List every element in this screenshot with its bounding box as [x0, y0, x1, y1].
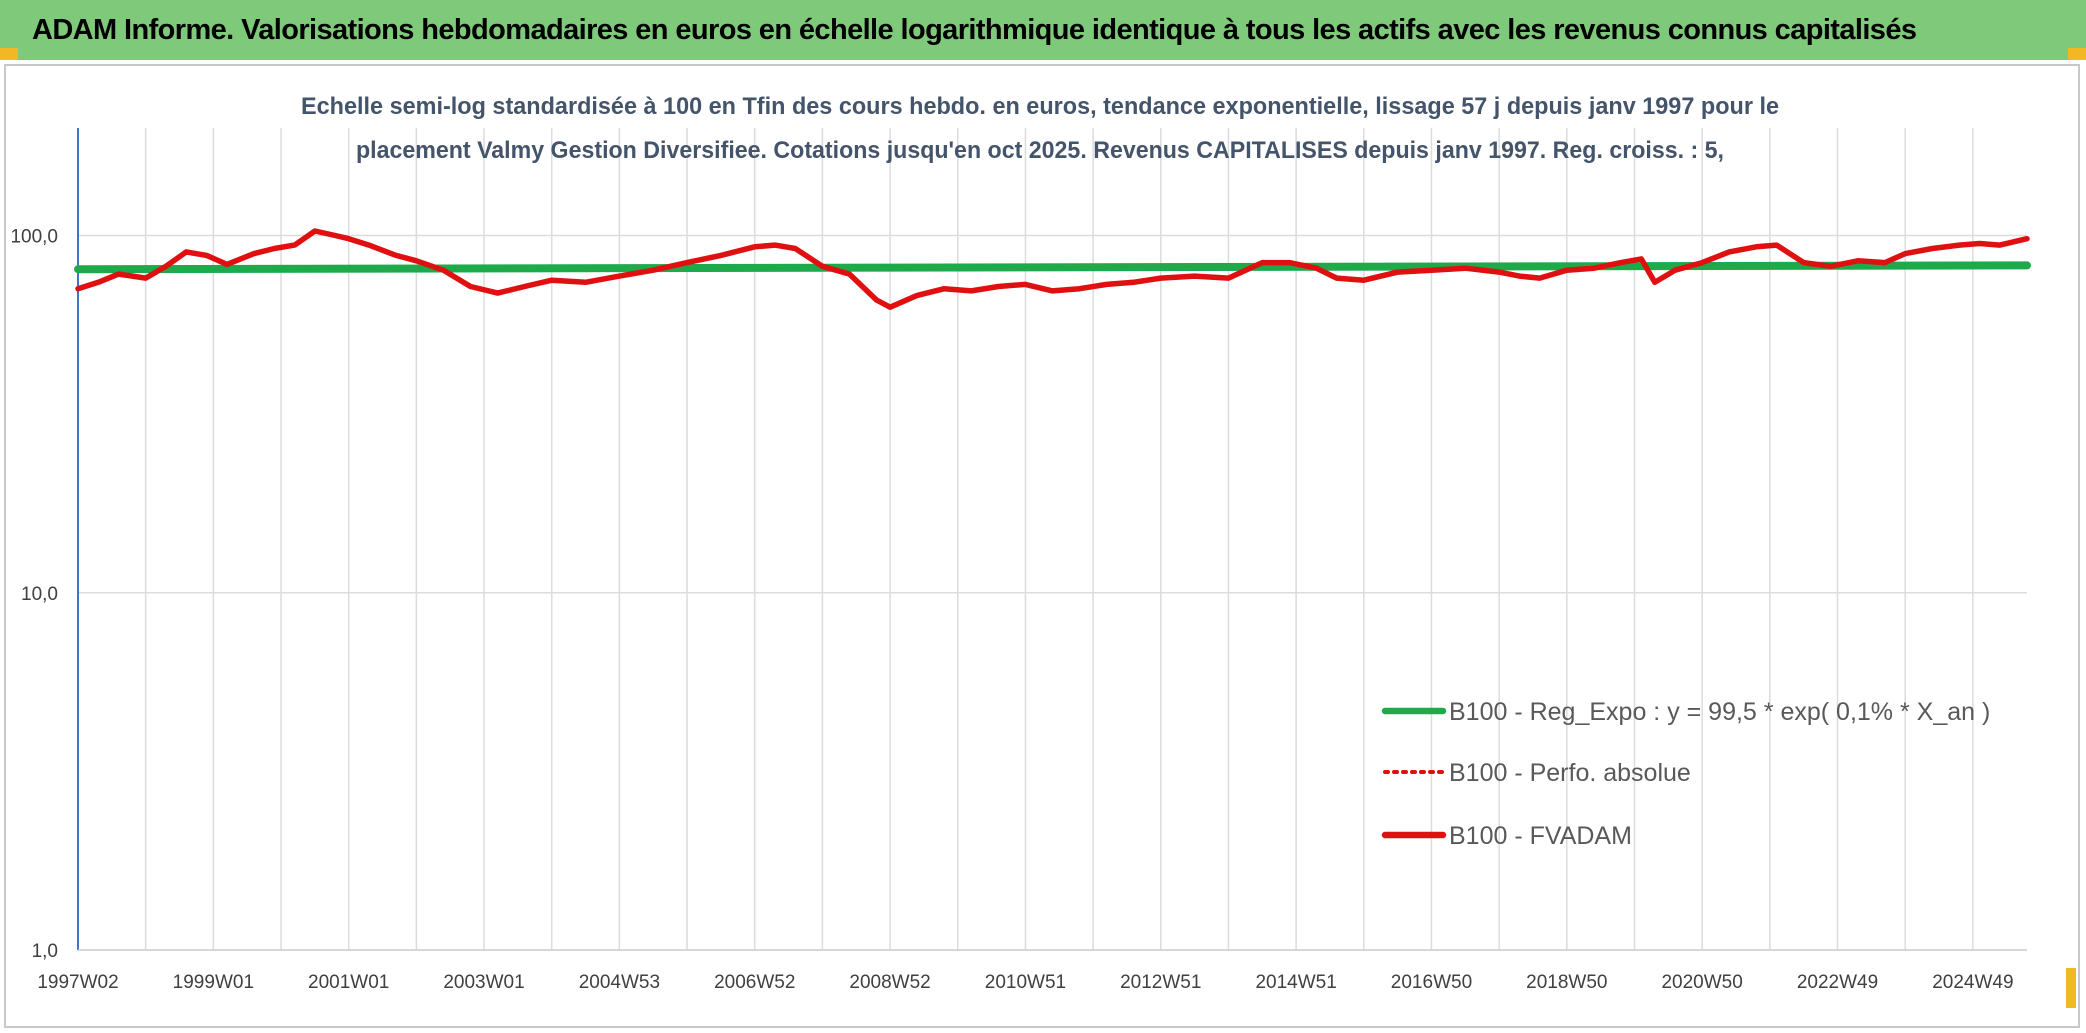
- legend-label: B100 - Perfo. absolue: [1449, 759, 1691, 787]
- series-line-3: [75, 228, 2030, 310]
- legend-label: B100 - FVADAM: [1449, 822, 1632, 850]
- banner-title: ADAM Informe. Valorisations hebdomadaire…: [32, 13, 1917, 46]
- tick-labels: 1,0 10,0 100,0 1997W02 1999W01 2001W01 2003W01…: [10, 227, 2013, 993]
- legend-label: B100 - Reg_Expo : y = 99,5 * exp( 0,1% *…: [1449, 698, 1990, 726]
- y-tick-label: 100,0: [10, 227, 58, 248]
- x-tick-label: 2012W51: [1120, 972, 1201, 993]
- x-tick-label: 2024W49: [1932, 972, 2013, 993]
- y-tick-label: 10,0: [21, 584, 58, 605]
- x-tick-label: 2001W01: [308, 972, 389, 993]
- x-tick-label: 2003W01: [443, 972, 524, 993]
- legend: B100 - Reg_Expo : y = 99,5 * exp( 0,1% *…: [1381, 698, 1990, 850]
- x-tick-label: 2022W49: [1797, 972, 1878, 993]
- x-tick-label: 2016W50: [1391, 972, 1472, 993]
- x-tick-label: 2010W51: [985, 972, 1066, 993]
- axes: [77, 128, 2027, 951]
- x-tick-label: 1999W01: [173, 972, 254, 993]
- x-tick-label: 2014W51: [1255, 972, 1336, 993]
- chart-title-line: placement Valmy Gestion Diversifiee. Cot…: [356, 137, 1724, 164]
- corner-marker-bottom-right: [2066, 968, 2076, 1008]
- series-layer: [74, 228, 2031, 310]
- x-tick-label: 2006W52: [714, 972, 795, 993]
- corner-marker-left: [0, 48, 18, 60]
- x-tick-label: 2018W50: [1526, 972, 1607, 993]
- chart-title-line: Echelle semi-log standardisée à 100 en T…: [301, 93, 1779, 120]
- chart-title: Echelle semi-log standardisée à 100 en T…: [301, 93, 1779, 164]
- corner-marker-right: [2068, 48, 2086, 60]
- x-tick-label: 1997W02: [37, 972, 118, 993]
- series-line-1: [74, 261, 2031, 274]
- chart-frame: [4, 64, 2080, 1028]
- x-tick-label: 2004W53: [579, 972, 660, 993]
- banner: ADAM Informe. Valorisations hebdomadaire…: [0, 0, 2086, 60]
- x-tick-label: 2008W52: [849, 972, 930, 993]
- x-tick-label: 2020W50: [1661, 972, 1742, 993]
- y-tick-label: 1,0: [32, 941, 58, 962]
